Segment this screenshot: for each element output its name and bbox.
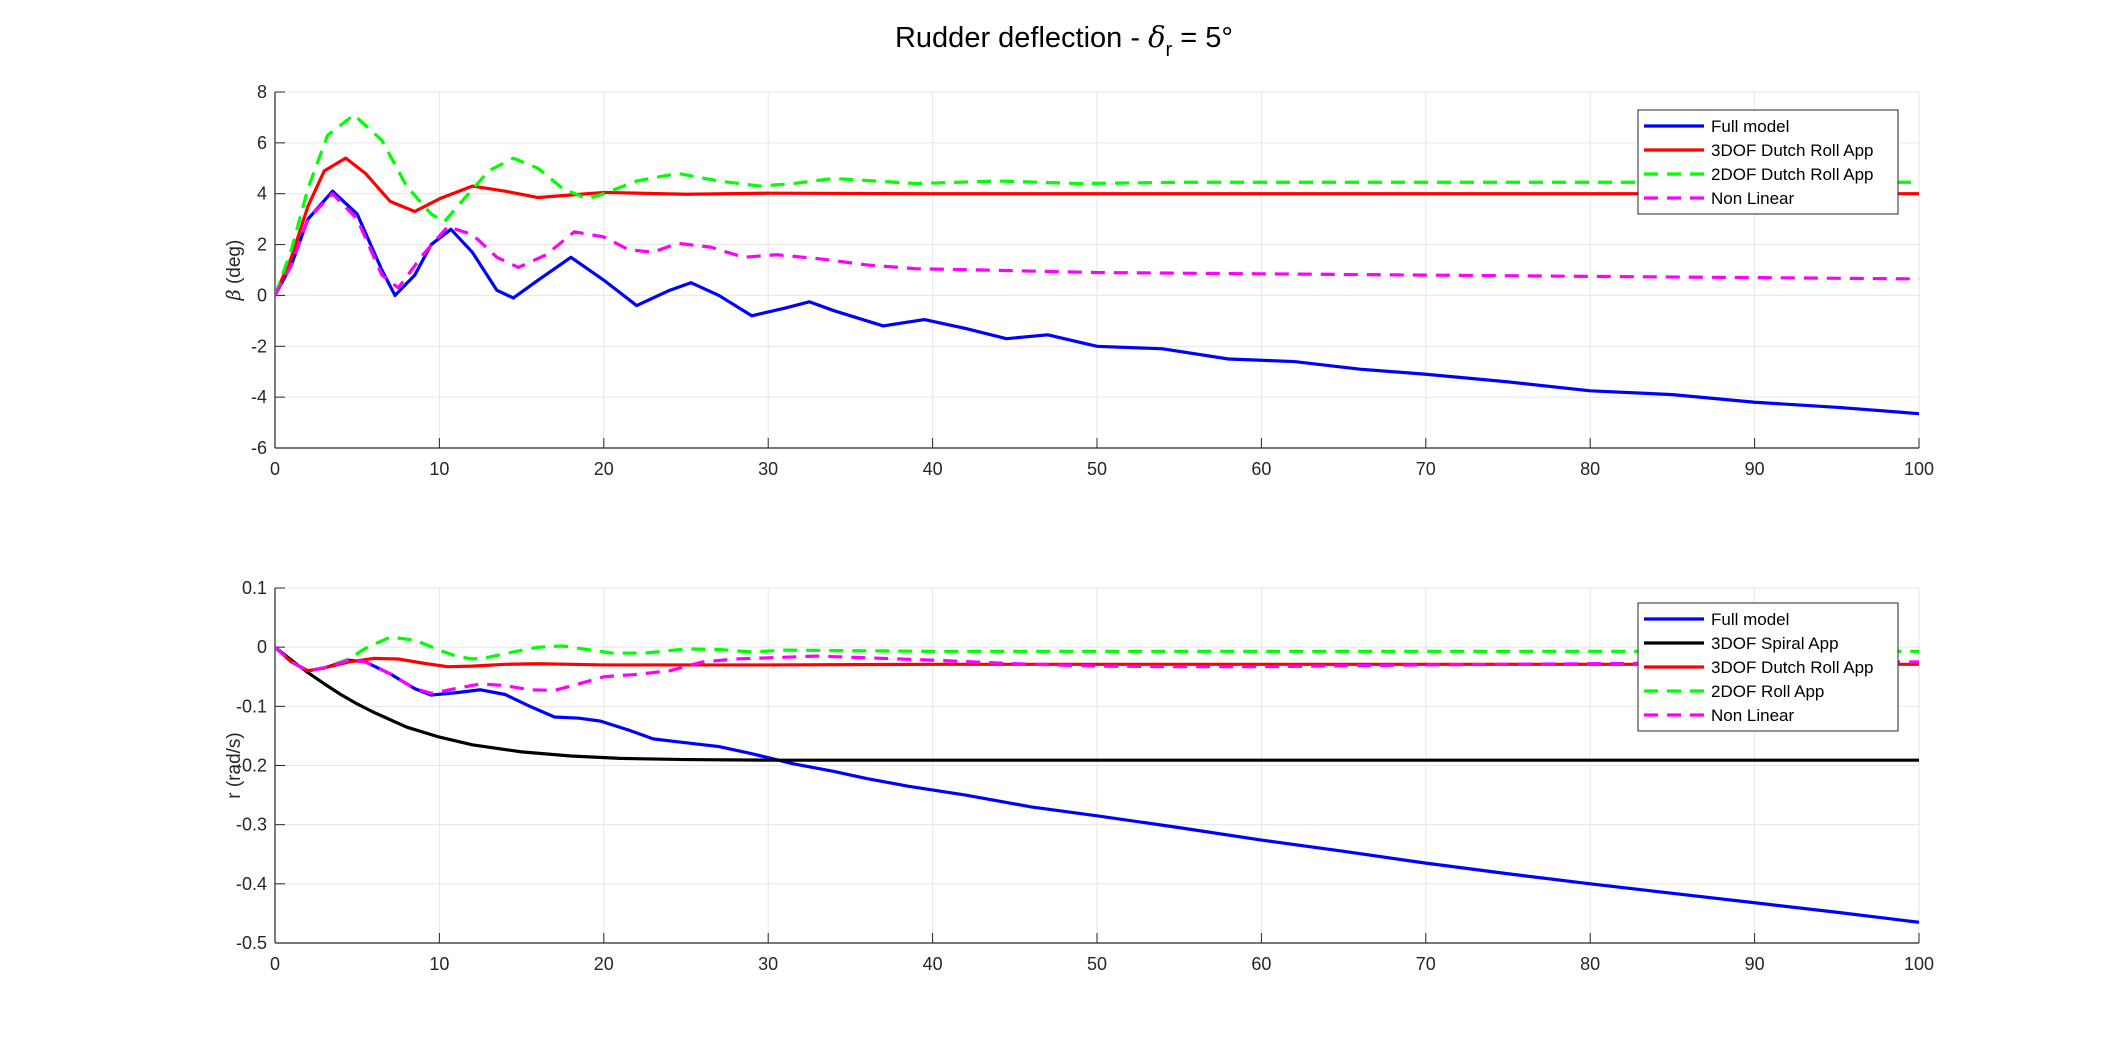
legend-entry-label: 3DOF Dutch Roll App: [1711, 658, 1874, 677]
x-tick-label: 70: [1416, 459, 1436, 479]
legend: Full model 3DOF Spiral App 3DOF Dutch Roll…: [1637, 602, 1899, 732]
x-tick-label: 100: [1904, 459, 1934, 479]
legend-entry-label: Non Linear: [1711, 189, 1795, 208]
y-tick-label: -6: [251, 438, 267, 458]
x-tick-label: 60: [1251, 954, 1271, 974]
series-line-3dof-dutch-roll-app: [275, 645, 1919, 673]
y-tick-label: -0.2: [236, 756, 267, 776]
legend-entry-label: 3DOF Dutch Roll App: [1711, 141, 1874, 160]
y-tick-label: -0.3: [236, 815, 267, 835]
x-tick-label: 40: [923, 954, 943, 974]
legend-entry-label: Non Linear: [1711, 706, 1795, 725]
figure-title: Rudder deflection - δr = 5°: [895, 20, 1233, 61]
x-tick-label: 50: [1087, 459, 1107, 479]
y-tick-label: 2: [257, 235, 267, 255]
legend-entry-label: Full model: [1711, 117, 1789, 136]
y-tick-label: -4: [251, 387, 267, 407]
legend-entry-label: 2DOF Roll App: [1711, 682, 1824, 701]
y-axis-label: β (deg): [223, 240, 245, 302]
x-tick-label: 0: [270, 954, 280, 974]
x-tick-label: 30: [758, 954, 778, 974]
series-line-3dof-spiral-app: [275, 645, 1919, 762]
x-tick-label: 10: [429, 954, 449, 974]
y-tick-label: -0.1: [236, 696, 267, 716]
series-line-3dof-dutch-roll-app: [275, 156, 1919, 297]
x-tick-label: 80: [1580, 954, 1600, 974]
y-tick-label: 0: [257, 637, 267, 657]
x-tick-label: 20: [594, 459, 614, 479]
y-tick-label: 0: [257, 285, 267, 305]
y-tick-label: 4: [257, 184, 267, 204]
y-tick-label: -0.4: [236, 874, 267, 894]
y-tick-label: 0.1: [242, 578, 267, 598]
series-line-full-model: [275, 645, 1919, 924]
x-tick-label: 90: [1745, 459, 1765, 479]
y-tick-label: 6: [257, 133, 267, 153]
legend-entry-label: 2DOF Dutch Roll App: [1711, 165, 1874, 184]
series-line-2dof-roll-app: [275, 635, 1919, 673]
y-tick-label: -0.5: [236, 933, 267, 953]
y-tick-label: -2: [251, 336, 267, 356]
x-tick-label: 20: [594, 954, 614, 974]
series-line-2dof-dutch-roll-app: [275, 113, 1919, 296]
y-tick-label: 8: [257, 82, 267, 102]
y-axis-label: r (rad/s): [224, 732, 245, 799]
x-tick-label: 40: [923, 459, 943, 479]
x-tick-label: 10: [429, 459, 449, 479]
x-tick-label: 0: [270, 459, 280, 479]
x-tick-label: 70: [1416, 954, 1436, 974]
yaw-rate-subplot: 0 10 20 30 40 50 60 70 80 90 100 -0.5 -0.4 -0.3 -0.2 -0…: [224, 578, 1934, 974]
x-tick-label: 80: [1580, 459, 1600, 479]
series-line-full-model: [275, 189, 1919, 416]
x-tick-label: 60: [1251, 459, 1271, 479]
legend-entry-label: Full model: [1711, 610, 1789, 629]
x-tick-label: 50: [1087, 954, 1107, 974]
beta-subplot: 0 10 20 30 40 50 60 70 80 90 100 -6 -4 -2 0 2 4 6 8 β (deg)…: [223, 82, 1934, 479]
legend-entry-label: 3DOF Spiral App: [1711, 634, 1839, 653]
legend: Full model 3DOF Dutch Roll App 2DOF Dutch …: [1637, 109, 1899, 215]
series-line-non-linear: [275, 645, 1919, 695]
x-tick-label: 30: [758, 459, 778, 479]
x-tick-label: 100: [1904, 954, 1934, 974]
series-line-non-linear: [275, 192, 1919, 297]
x-tick-label: 90: [1745, 954, 1765, 974]
